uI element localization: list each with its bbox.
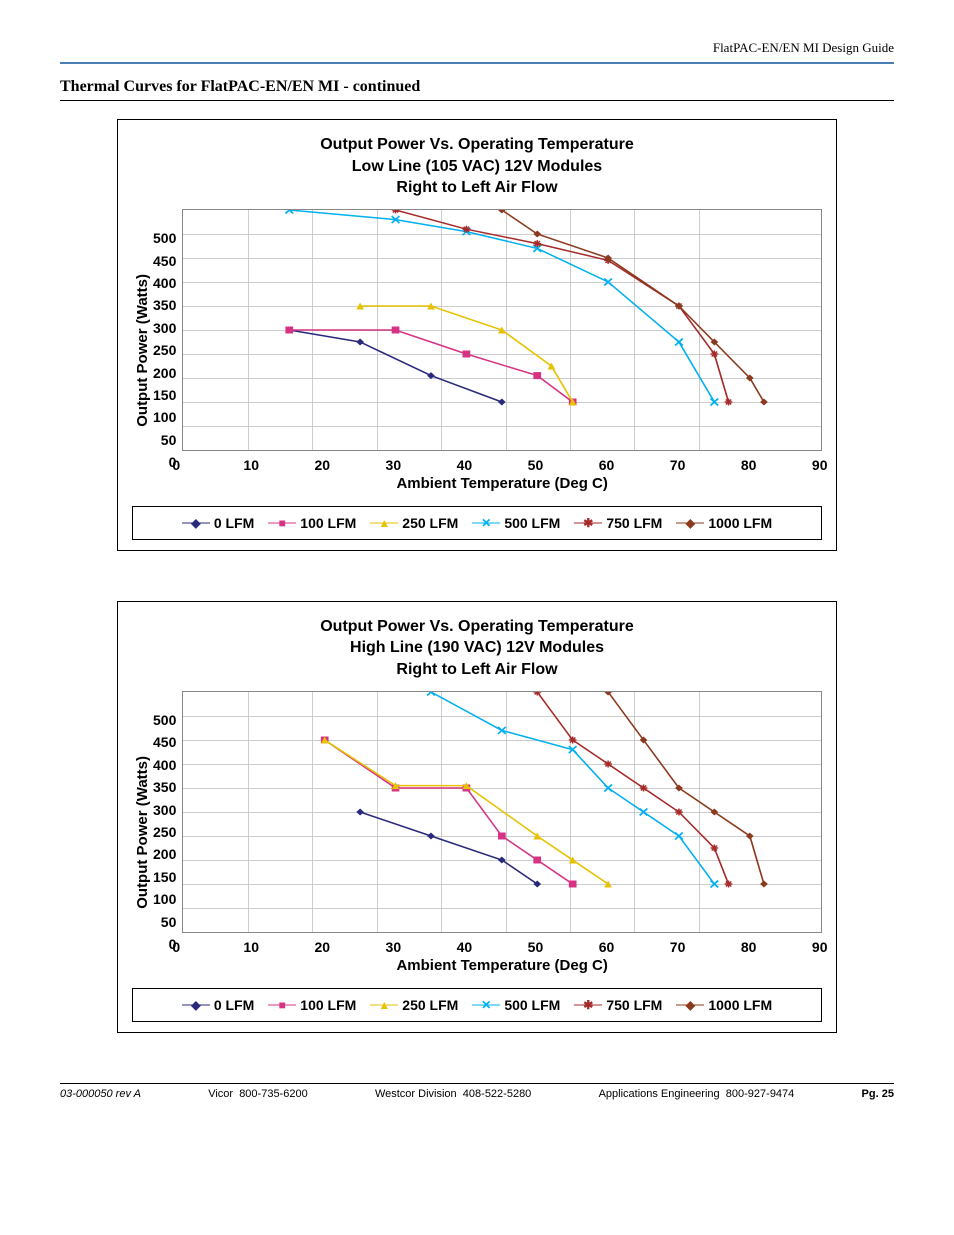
legend-swatch: ■	[268, 1000, 296, 1010]
legend-swatch: ▲	[370, 518, 398, 528]
ytick: 450	[153, 253, 176, 269]
legend-label: 250 LFM	[402, 515, 458, 531]
footer-vicor: Vicor 800-735-6200	[208, 1088, 308, 1100]
ytick: 100	[153, 409, 176, 425]
ytick: 150	[153, 869, 176, 885]
ytick: 200	[153, 846, 176, 862]
section-rule	[60, 100, 894, 101]
legend-swatch: ✱	[574, 518, 602, 528]
chart-title: Output Power Vs. Operating TemperatureLo…	[132, 134, 822, 199]
legend-swatch: ◆	[182, 1000, 210, 1010]
legend-swatch: ✱	[574, 1000, 602, 1010]
page-footer: 03-000050 rev A Vicor 800-735-6200 Westc…	[60, 1088, 894, 1100]
legend-item: ✱ 750 LFM	[574, 515, 662, 531]
legend-item: ✱ 750 LFM	[574, 997, 662, 1013]
legend-label: 500 LFM	[504, 515, 560, 531]
ytick: 500	[153, 230, 176, 246]
ytick: 450	[153, 734, 176, 750]
ytick: 50	[153, 432, 176, 448]
legend-swatch: ◆	[182, 518, 210, 528]
plot-area	[182, 209, 822, 451]
ytick: 250	[153, 824, 176, 840]
legend-label: 1000 LFM	[708, 515, 772, 531]
footer-page: Pg. 25	[862, 1088, 894, 1100]
legend-label: 0 LFM	[214, 515, 254, 531]
legend-swatch: ◆	[676, 518, 704, 528]
legend-label: 100 LFM	[300, 997, 356, 1013]
section-title: Thermal Curves for FlatPAC-EN/EN MI - co…	[60, 78, 894, 96]
chart-legend: ◆ 0 LFM ■ 100 LFM ▲ 250 LFM ✕ 500 LFM	[132, 988, 822, 1022]
chart-frame-1: Output Power Vs. Operating TemperatureHi…	[117, 601, 837, 1033]
legend-swatch: ▲	[370, 1000, 398, 1010]
legend-item: ▲ 250 LFM	[370, 515, 458, 531]
chart-svg	[183, 692, 821, 932]
ytick: 350	[153, 779, 176, 795]
legend-item: ◆ 0 LFM	[182, 997, 254, 1013]
y-axis-label: Output Power (Watts)	[132, 756, 153, 909]
legend-item: ✕ 500 LFM	[472, 997, 560, 1013]
footer-westcor: Westcor Division 408-522-5280	[375, 1088, 531, 1100]
ytick: 400	[153, 757, 176, 773]
ytick: 50	[153, 914, 176, 930]
legend-item: ■ 100 LFM	[268, 515, 356, 531]
chart-legend: ◆ 0 LFM ■ 100 LFM ▲ 250 LFM ✕ 500 LFM	[132, 506, 822, 540]
ytick: 350	[153, 297, 176, 313]
ytick: 250	[153, 342, 176, 358]
legend-swatch: ✕	[472, 1000, 500, 1010]
legend-swatch: ■	[268, 518, 296, 528]
legend-label: 750 LFM	[606, 515, 662, 531]
legend-item: ■ 100 LFM	[268, 997, 356, 1013]
y-ticks: 050100150200250300350400450500	[153, 230, 182, 470]
footer-rule	[60, 1083, 894, 1084]
ytick: 300	[153, 320, 176, 336]
doc-header-title: FlatPAC-EN/EN MI Design Guide	[60, 40, 894, 56]
legend-label: 750 LFM	[606, 997, 662, 1013]
plot-area	[182, 691, 822, 933]
legend-label: 500 LFM	[504, 997, 560, 1013]
ytick: 300	[153, 802, 176, 818]
ytick: 200	[153, 365, 176, 381]
y-ticks: 050100150200250300350400450500	[153, 712, 182, 952]
legend-label: 100 LFM	[300, 515, 356, 531]
ytick: 150	[153, 387, 176, 403]
legend-item: ▲ 250 LFM	[370, 997, 458, 1013]
y-axis-label: Output Power (Watts)	[132, 274, 153, 427]
footer-apps-eng: Applications Engineering 800-927-9474	[599, 1088, 795, 1100]
legend-swatch: ◆	[676, 1000, 704, 1010]
legend-item: ◆ 0 LFM	[182, 515, 254, 531]
legend-swatch: ✕	[472, 518, 500, 528]
chart-svg	[183, 210, 821, 450]
ytick: 500	[153, 712, 176, 728]
chart-title: Output Power Vs. Operating TemperatureHi…	[132, 616, 822, 681]
chart-frame-0: Output Power Vs. Operating TemperatureLo…	[117, 119, 837, 551]
ytick: 400	[153, 275, 176, 291]
legend-label: 250 LFM	[402, 997, 458, 1013]
legend-item: ◆ 1000 LFM	[676, 515, 772, 531]
header-rule	[60, 62, 894, 64]
legend-label: 0 LFM	[214, 997, 254, 1013]
legend-item: ✕ 500 LFM	[472, 515, 560, 531]
legend-item: ◆ 1000 LFM	[676, 997, 772, 1013]
ytick: 100	[153, 891, 176, 907]
x-axis-label: Ambient Temperature (Deg C)	[182, 475, 822, 492]
x-axis-label: Ambient Temperature (Deg C)	[182, 957, 822, 974]
legend-label: 1000 LFM	[708, 997, 772, 1013]
footer-rev: 03-000050 rev A	[60, 1088, 141, 1100]
